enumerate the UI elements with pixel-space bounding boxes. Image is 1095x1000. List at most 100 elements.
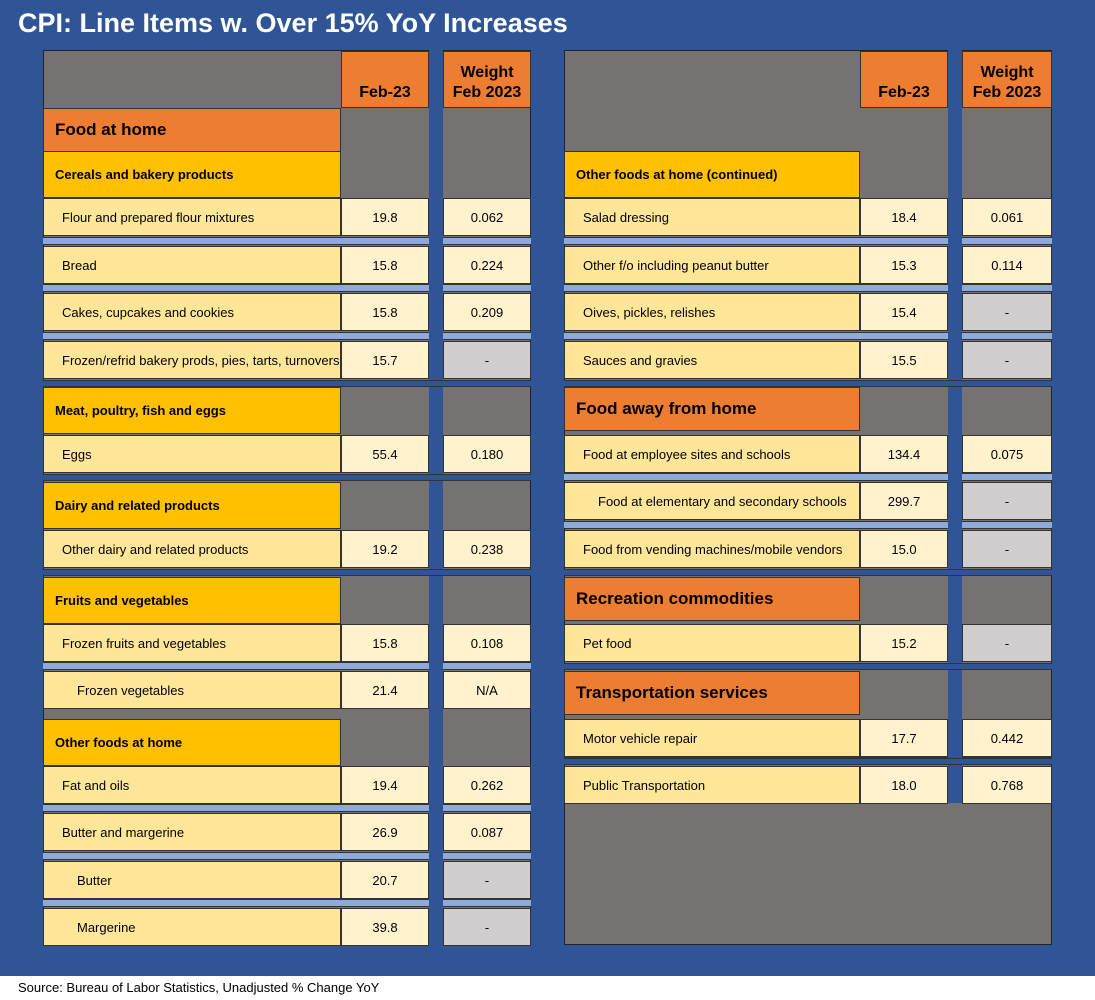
table-row-label: Oives, pickles, relishes <box>564 293 860 331</box>
separator-gap <box>429 899 443 907</box>
group-band <box>564 380 1052 387</box>
header-weight-label: Weight <box>460 64 514 81</box>
table-cell-weight: 0.180 <box>443 435 531 473</box>
table-cell-feb: 15.2 <box>860 624 948 662</box>
separator-gap <box>948 521 962 529</box>
category-header: Transportation services <box>564 671 860 715</box>
table-cell-feb: 18.0 <box>860 766 948 804</box>
row-separator <box>564 237 1052 245</box>
table-cell-weight: 0.442 <box>962 719 1052 757</box>
table-cell-weight: 0.087 <box>443 813 531 851</box>
table-row-label: Flour and prepared flour mixtures <box>43 198 341 236</box>
source-footer: Source: Bureau of Labor Statistics, Unad… <box>0 976 1095 1000</box>
table-cell-feb: 39.8 <box>341 908 429 946</box>
separator-gap <box>948 237 962 245</box>
table-cell-weight: - <box>962 293 1052 331</box>
group-band <box>564 569 1052 576</box>
table-cell-feb: 17.7 <box>860 719 948 757</box>
table-cell-weight: 0.209 <box>443 293 531 331</box>
separator-gap <box>429 237 443 245</box>
table-cell-weight: 0.238 <box>443 530 531 568</box>
left-gap-column <box>429 50 443 945</box>
row-separator <box>43 852 531 860</box>
table-cell-feb: 18.4 <box>860 198 948 236</box>
group-band <box>564 758 1052 765</box>
separator-gap <box>948 473 962 481</box>
category-header: Food away from home <box>564 387 860 431</box>
subcategory-header: Fruits and vegetables <box>43 577 341 624</box>
header-weight-label: Weight <box>980 64 1034 81</box>
row-separator <box>43 662 531 670</box>
header-weight-date: Feb 2023 <box>452 84 522 101</box>
table-cell-feb: 299.7 <box>860 482 948 520</box>
table-cell-weight: 0.061 <box>962 198 1052 236</box>
table-cell-feb: 55.4 <box>341 435 429 473</box>
table-cell-weight: 0.062 <box>443 198 531 236</box>
table-row-label: Frozen/refrid bakery prods, pies, tarts,… <box>43 341 341 379</box>
table-row-label: Public Transportation <box>564 766 860 804</box>
header-feb-label: Feb-23 <box>878 84 930 101</box>
table-cell-feb: 21.4 <box>341 671 429 709</box>
group-band <box>564 663 1052 670</box>
table-cell-feb: 15.5 <box>860 341 948 379</box>
subcategory-header: Dairy and related products <box>43 482 341 529</box>
table-cell-feb: 134.4 <box>860 435 948 473</box>
table-cell-feb: 15.7 <box>341 341 429 379</box>
table-row-label: Sauces and gravies <box>564 341 860 379</box>
separator-gap <box>429 332 443 340</box>
table-cell-weight: 0.768 <box>962 766 1052 804</box>
table-cell-feb: 20.7 <box>341 861 429 899</box>
group-band <box>43 474 531 481</box>
row-separator <box>564 521 1052 529</box>
table-cell-weight: - <box>443 341 531 379</box>
row-separator <box>43 284 531 292</box>
table-cell-feb: 15.8 <box>341 624 429 662</box>
subcategory-header: Cereals and bakery products <box>43 151 341 198</box>
left-header-weight: Weight Feb 2023 <box>443 51 531 108</box>
separator-gap <box>948 332 962 340</box>
table-row-label: Food from vending machines/mobile vendor… <box>564 530 860 568</box>
subcategory-header: Other foods at home <box>43 719 341 766</box>
table-cell-feb: 15.3 <box>860 246 948 284</box>
row-separator <box>564 332 1052 340</box>
table-row-label: Salad dressing <box>564 198 860 236</box>
row-separator <box>43 332 531 340</box>
separator-gap <box>429 852 443 860</box>
table-row-label: Eggs <box>43 435 341 473</box>
table-row-label: Other dairy and related products <box>43 530 341 568</box>
table-cell-weight: 0.224 <box>443 246 531 284</box>
table-cell-weight: N/A <box>443 671 531 709</box>
table-cell-weight: - <box>962 624 1052 662</box>
table-cell-feb: 15.8 <box>341 246 429 284</box>
table-row-label: Butter and margerine <box>43 813 341 851</box>
table-cell-feb: 15.0 <box>860 530 948 568</box>
table-cell-weight: - <box>962 482 1052 520</box>
table-cell-weight: - <box>962 341 1052 379</box>
subcategory-header: Other foods at home (continued) <box>564 151 860 198</box>
table-row-label: Other f/o including peanut butter <box>564 246 860 284</box>
table-cell-weight: - <box>962 530 1052 568</box>
row-separator <box>43 899 531 907</box>
table-cell-feb: 15.4 <box>860 293 948 331</box>
row-separator <box>564 284 1052 292</box>
table-row-label: Fat and oils <box>43 766 341 804</box>
table-cell-weight: - <box>443 908 531 946</box>
row-separator <box>43 804 531 812</box>
left-header-feb: Feb-23 <box>341 51 429 108</box>
header-feb-label: Feb-23 <box>359 84 411 101</box>
table-cell-weight: 0.262 <box>443 766 531 804</box>
table-row-label: Bread <box>43 246 341 284</box>
table-cell-feb: 19.2 <box>341 530 429 568</box>
table-row-label: Food at employee sites and schools <box>564 435 860 473</box>
table-cell-feb: 19.4 <box>341 766 429 804</box>
separator-gap <box>429 804 443 812</box>
table-cell-weight: - <box>443 861 531 899</box>
category-header: Food at home <box>43 108 341 152</box>
separator-gap <box>429 662 443 670</box>
right-header-feb: Feb-23 <box>860 51 948 108</box>
group-band <box>43 380 531 387</box>
table-cell-weight: 0.114 <box>962 246 1052 284</box>
page-title: CPI: Line Items w. Over 15% YoY Increase… <box>18 8 568 38</box>
table-row-label: Frozen vegetables <box>43 671 341 709</box>
table-row-label: Food at elementary and secondary schools <box>564 482 860 520</box>
